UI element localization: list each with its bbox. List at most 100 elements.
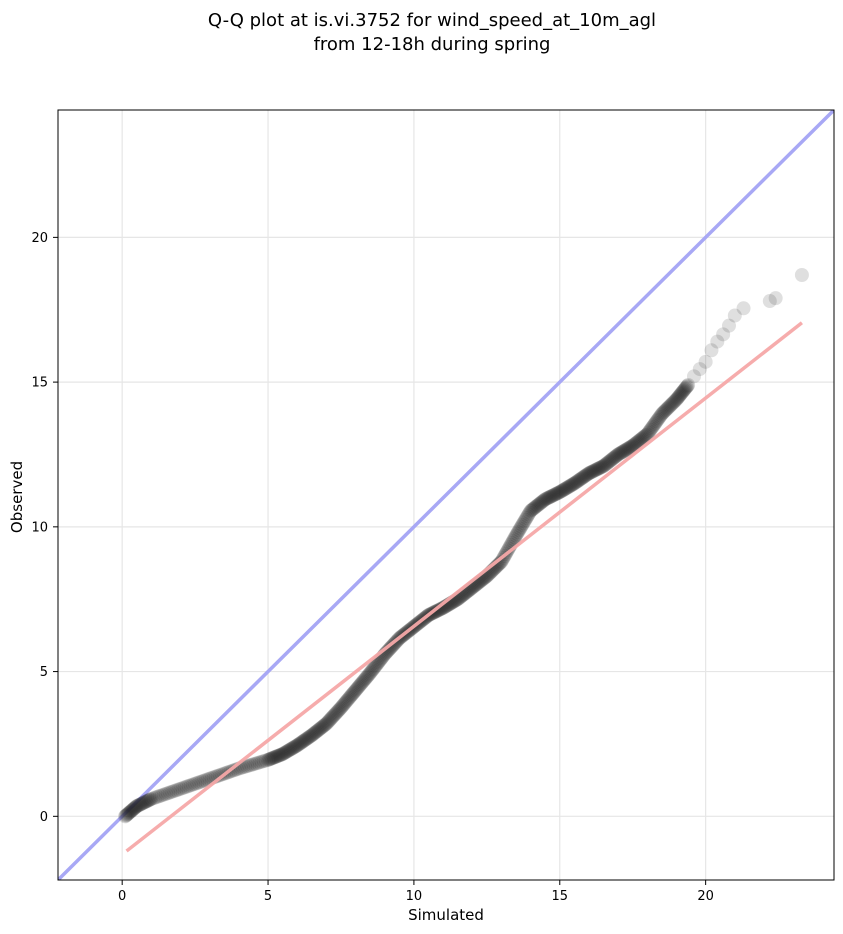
qq-point	[559, 481, 574, 496]
qq-point	[532, 496, 547, 511]
qq-point	[357, 672, 372, 687]
qq-point	[345, 687, 360, 702]
qq-point	[365, 663, 380, 678]
qq-point	[283, 742, 298, 757]
qq-point	[339, 694, 354, 709]
qq-point	[590, 462, 605, 477]
qq-point	[263, 752, 278, 767]
y-tick-label: 15	[31, 376, 48, 391]
qq-point	[762, 294, 777, 309]
qq-point	[316, 719, 331, 734]
qq-point	[310, 724, 325, 739]
qq-point	[659, 402, 674, 417]
qq-point	[591, 461, 606, 476]
qq-point	[264, 751, 279, 766]
qq-point	[279, 744, 294, 759]
qq-point	[569, 474, 584, 489]
qq-point	[560, 480, 575, 495]
qq-point	[605, 451, 620, 466]
qq-point	[126, 802, 141, 817]
qq-point	[383, 640, 398, 655]
qq-point	[670, 391, 685, 406]
qq-point	[522, 505, 537, 520]
qq-point	[161, 786, 176, 801]
qq-point	[616, 444, 631, 459]
qq-point	[361, 668, 376, 683]
qq-point	[603, 453, 618, 468]
qq-point	[564, 478, 579, 493]
qq-point	[326, 708, 341, 723]
qq-point	[768, 291, 783, 306]
qq-point	[291, 737, 306, 752]
qq-point	[677, 382, 692, 397]
qq-point	[547, 487, 562, 502]
qq-point	[165, 784, 180, 799]
qq-point	[568, 475, 583, 490]
qq-point	[619, 442, 634, 457]
qq-point	[676, 384, 691, 399]
qq-point	[276, 746, 291, 761]
qq-point	[794, 268, 809, 282]
qq-point	[269, 749, 284, 764]
qq-point	[325, 709, 340, 724]
qq-point	[530, 498, 545, 513]
qq-point	[518, 512, 533, 527]
qq-point	[653, 408, 668, 423]
qq-point	[681, 378, 696, 392]
qq-point	[628, 436, 643, 451]
qq-point	[521, 507, 536, 522]
qq-point	[143, 792, 158, 807]
qq-point	[629, 435, 644, 450]
qq-point	[246, 757, 261, 772]
qq-point	[615, 444, 630, 459]
qq-point	[567, 476, 582, 491]
qq-point	[315, 719, 330, 734]
qq-point	[125, 802, 140, 817]
qq-point	[501, 541, 516, 556]
qq-point	[364, 664, 379, 679]
qq-point	[258, 753, 273, 768]
qq-point	[330, 704, 345, 719]
qq-point	[537, 493, 552, 508]
data-points	[118, 268, 809, 853]
qq-point	[134, 796, 149, 811]
qq-point	[196, 773, 211, 788]
qq-point	[186, 777, 201, 792]
qq-point	[270, 749, 285, 764]
qq-point	[297, 733, 312, 748]
qq-point	[286, 740, 301, 755]
qq-point	[137, 795, 152, 810]
qq-point	[633, 433, 647, 447]
qq-point	[311, 723, 326, 738]
qq-point	[177, 780, 192, 795]
qq-point	[303, 728, 318, 743]
y-axis-label: Observed	[8, 461, 26, 533]
qq-point	[338, 695, 353, 710]
qq-point	[551, 485, 566, 500]
qq-point	[321, 714, 336, 729]
qq-point	[636, 430, 651, 445]
qq-point	[335, 699, 350, 714]
qq-point	[604, 452, 619, 467]
qq-point	[136, 796, 151, 811]
qq-point	[638, 428, 653, 443]
qq-point	[358, 670, 373, 685]
qq-point	[148, 790, 163, 805]
y-tick-label: 10	[31, 520, 48, 535]
qq-point	[554, 483, 569, 498]
qq-point	[576, 469, 591, 484]
qq-point	[678, 381, 693, 396]
qq-point	[340, 693, 355, 708]
qq-point	[250, 755, 265, 770]
qq-point	[667, 394, 682, 409]
qq-point	[382, 641, 397, 656]
qq-point	[190, 776, 205, 791]
qq-point	[580, 467, 595, 482]
qq-point	[511, 525, 526, 540]
qq-point	[624, 439, 639, 454]
qq-point	[302, 729, 317, 744]
qq-point	[188, 776, 203, 791]
qq-point	[676, 383, 691, 398]
qq-point	[663, 398, 678, 413]
qq-point	[308, 724, 323, 739]
